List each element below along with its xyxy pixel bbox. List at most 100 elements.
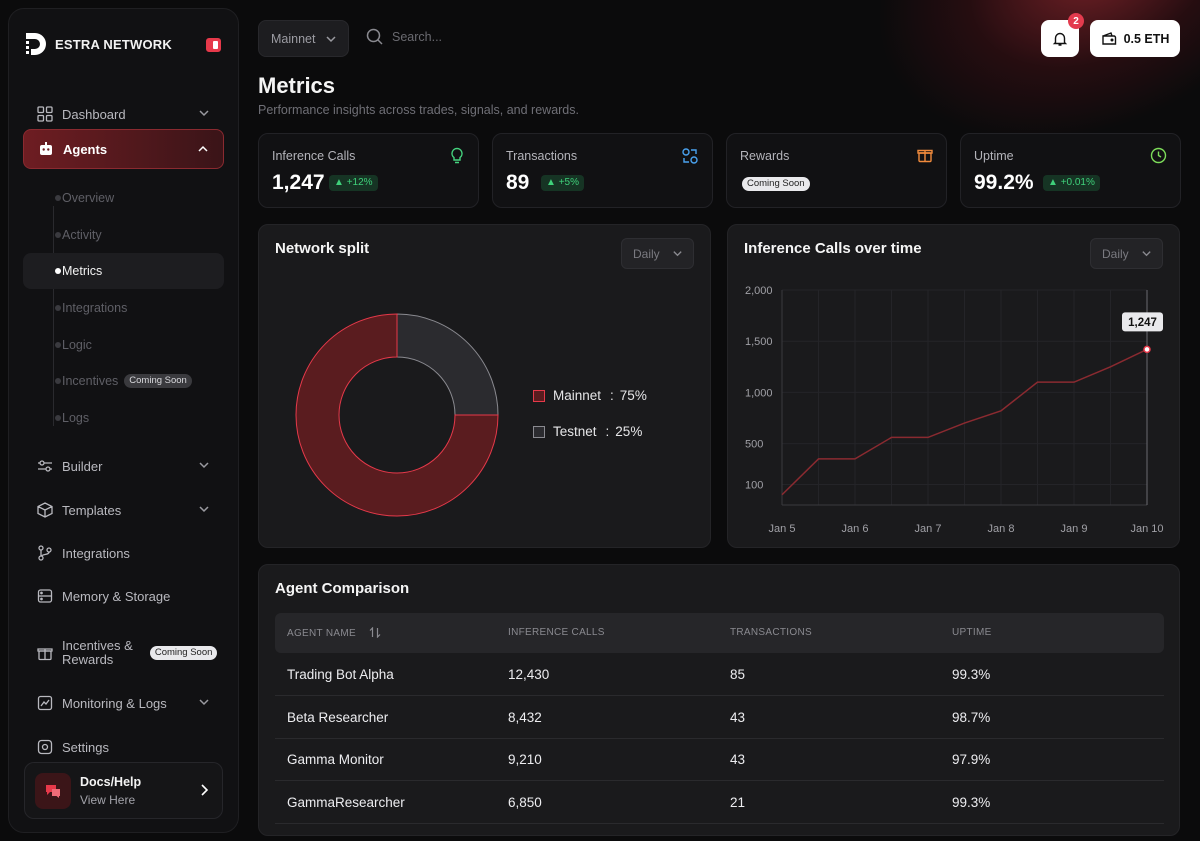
period-select[interactable]: Daily [621,238,694,269]
legend-value: 75% [619,388,647,403]
chevron-down-icon [199,699,209,706]
sidebar-item-label: Settings [62,739,109,755]
y-tick-label: 1,500 [745,336,773,348]
robot-icon [40,142,52,155]
sidebar-item-integrations[interactable]: Integrations [23,533,224,573]
sidebar-item-label: Monitoring & Logs [62,695,167,711]
stat-label: Transactions [506,149,578,163]
sidebar-item-label: Integrations [62,545,130,561]
legend-label: Testnet [553,424,597,439]
stat-card-inference: Inference Calls 1,247 ▲ +12% [258,133,479,208]
bell-icon [1052,32,1068,46]
lightbulb-icon [451,147,463,164]
stat-value: 89 [506,171,530,194]
donut-slice-mainnet[interactable] [295,313,499,517]
wallet-button[interactable]: 0.5 ETH [1090,20,1180,57]
sort-icon[interactable] [369,626,381,639]
gift-icon [917,149,933,163]
bullet [55,232,61,238]
sidebar-item-templates[interactable]: Templates [23,490,224,530]
network-value: Mainnet [271,31,316,46]
sidebar-sub-metrics[interactable]: Metrics [23,253,224,289]
sidebar-sub-incentives[interactable]: Incentives Coming Soon [23,363,224,399]
sidebar-item-monitoring[interactable]: Monitoring & Logs [23,683,224,723]
table-row[interactable]: Beta Researcher 8,432 43 98.7% [275,697,1164,739]
stat-delta: ▲ +0.01% [1043,175,1100,191]
sidebar-collapse-toggle[interactable] [206,38,221,52]
sidebar-item-settings[interactable]: Settings [23,727,224,767]
table-row[interactable]: Gamma Monitor 9,210 43 97.9% [275,739,1164,781]
bullet [55,378,61,384]
sidebar-item-builder[interactable]: Builder [23,446,224,486]
header-label: AGENT NAME [287,628,356,639]
sidebar-item-memory[interactable]: Memory & Storage [23,576,224,616]
stat-delta: ▲ +5% [541,175,584,191]
x-tick-label: Jan 10 [1130,523,1163,535]
wallet-balance: 0.5 ETH [1123,31,1170,46]
sub-label: Overview [62,191,115,205]
sub-label: Activity [62,228,102,242]
cell-uptime: 99.3% [952,667,991,682]
cell-agent-name: Beta Researcher [287,709,389,725]
sub-label: Logic [62,338,92,352]
y-tick-label: 100 [745,480,763,492]
sidebar-sub-logs[interactable]: Logs [23,400,224,436]
stat-value: 99.2% [974,171,1034,194]
page-title: Metrics [258,73,336,98]
sidebar-sub-overview[interactable]: Overview [23,180,224,216]
search-input[interactable] [392,29,592,44]
highlight-point[interactable] [1143,345,1151,354]
sidebar-item-label: Templates [62,502,122,518]
settings-icon [37,739,53,755]
sub-label: Integrations [62,301,128,315]
search-bar [366,28,592,45]
panel-title: Inference Calls over time [744,240,922,257]
donut-slice-testnet[interactable] [396,313,499,416]
column-header-transactions: TRANSACTIONS [730,627,812,638]
chevron-down-icon [199,506,209,513]
legend-mainnet: Mainnet : 75% [533,388,647,403]
page-subtitle: Performance insights across trades, sign… [258,103,579,117]
legend-separator: : [610,388,614,403]
sidebar-item-dashboard[interactable]: Dashboard [23,94,224,134]
network-select[interactable]: Mainnet [258,20,349,57]
sub-label: Incentives [62,374,119,388]
docs-help-card[interactable]: Docs/Help View Here [24,762,223,819]
period-select[interactable]: Daily [1090,238,1163,269]
legend-label: Mainnet [553,388,602,403]
y-tick-label: 1,000 [745,387,773,399]
cell-agent-name: Trading Bot Alpha [287,667,394,682]
column-header-agent[interactable]: AGENT NAME [287,626,381,639]
brand[interactable]: ESTRA NETWORK [23,31,172,57]
exchange-icon [682,148,698,164]
table-row[interactable]: Trading Bot Alpha 12,430 85 99.3% [275,654,1164,696]
y-tick-label: 2,000 [745,285,773,297]
stat-label: Uptime [974,149,1014,163]
storage-icon [37,589,53,603]
sidebar-sub-activity[interactable]: Activity [23,217,224,253]
chat-icon [35,773,71,809]
git-branch-icon [38,545,52,561]
cell-transactions: 43 [730,709,746,725]
table-row[interactable]: GammaResearcher 6,850 21 99.3% [275,782,1164,824]
cell-uptime: 98.7% [952,709,991,725]
delta-value: +5% [558,177,579,188]
agent-comparison-panel: Agent Comparison AGENT NAME INFERENCE CA… [258,564,1180,836]
sidebar-sub-logic[interactable]: Logic [23,327,224,363]
legend-testnet: Testnet : 25% [533,424,642,439]
notification-count-badge: 2 [1068,13,1084,29]
legend-swatch [533,425,545,438]
tooltip-box [1122,312,1163,332]
coming-soon-badge: Coming Soon [149,646,218,660]
donut-chart [295,313,499,517]
stat-value: 1,247 [272,171,325,194]
period-value: Daily [633,246,660,261]
x-tick-label: Jan 8 [988,523,1015,535]
sidebar-sub-integrations[interactable]: Integrations [23,290,224,326]
period-value: Daily [1102,246,1129,261]
sliders-icon [38,460,52,472]
sidebar-item-incentives[interactable]: Incentives & Rewards Coming Soon [23,631,224,675]
sidebar-item-agents[interactable]: Agents [23,129,224,169]
cell-inference-calls: 6,850 [508,794,542,810]
cell-inference-calls: 12,430 [508,667,550,682]
